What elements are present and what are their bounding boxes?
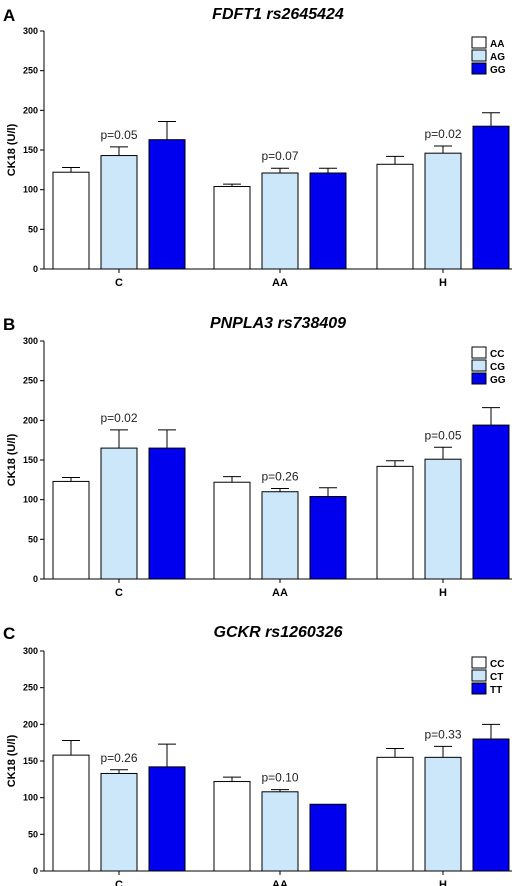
legend-swatch bbox=[471, 682, 487, 695]
bar bbox=[100, 772, 138, 872]
y-tick-label: 300 bbox=[23, 26, 38, 36]
legend-label: CC bbox=[490, 349, 504, 360]
bar bbox=[100, 447, 138, 580]
bar bbox=[309, 495, 347, 580]
bar bbox=[309, 803, 347, 872]
x-tick-label: H bbox=[439, 879, 447, 886]
y-tick-label: 250 bbox=[23, 683, 38, 693]
bar bbox=[424, 756, 462, 872]
y-tick-label: 0 bbox=[33, 574, 38, 584]
x-tick-label: AA bbox=[272, 587, 288, 599]
panel-title: PNPLA3 rs738409 bbox=[210, 315, 346, 332]
y-tick-label: 100 bbox=[23, 793, 38, 803]
y-axis-label: CK18 (U/l) bbox=[6, 123, 18, 176]
bar bbox=[148, 766, 186, 872]
y-tick-label: 0 bbox=[33, 866, 38, 876]
p-value-annotation: p=0.26 bbox=[100, 751, 137, 765]
bar bbox=[261, 491, 299, 580]
bar bbox=[148, 139, 186, 270]
bar bbox=[100, 155, 138, 270]
legend-swatch bbox=[471, 346, 487, 359]
legend-label: CG bbox=[490, 362, 505, 373]
bar bbox=[213, 481, 251, 580]
bar bbox=[52, 754, 90, 872]
p-value-annotation: p=0.05 bbox=[424, 428, 461, 442]
y-tick-label: 50 bbox=[28, 534, 38, 544]
p-value-annotation: p=0.07 bbox=[261, 149, 298, 163]
legend-label: AG bbox=[490, 52, 505, 63]
bar bbox=[213, 185, 251, 270]
y-tick-label: 250 bbox=[23, 66, 38, 76]
x-tick-label: AA bbox=[272, 879, 288, 886]
x-tick-label: H bbox=[439, 277, 447, 289]
bar bbox=[472, 125, 510, 270]
p-value-annotation: p=0.05 bbox=[100, 128, 137, 142]
bar bbox=[376, 163, 414, 270]
x-tick-label: AA bbox=[272, 277, 288, 289]
legend-label: AA bbox=[490, 39, 504, 50]
bar bbox=[213, 781, 251, 872]
p-value-annotation: p=0.26 bbox=[261, 470, 298, 484]
y-tick-label: 100 bbox=[23, 495, 38, 505]
y-tick-label: 50 bbox=[28, 829, 38, 839]
y-tick-label: 100 bbox=[23, 185, 38, 195]
legend-swatch bbox=[471, 62, 487, 75]
y-tick-label: 150 bbox=[23, 145, 38, 155]
legend-swatch bbox=[471, 49, 487, 62]
y-axis-label: CK18 (U/l) bbox=[6, 433, 18, 486]
bar bbox=[472, 738, 510, 872]
x-tick-label: C bbox=[115, 277, 123, 289]
bar bbox=[424, 458, 462, 580]
x-tick-label: C bbox=[115, 587, 123, 599]
panel-title: GCKR rs1260326 bbox=[214, 624, 343, 641]
panel-letter: B bbox=[3, 315, 15, 334]
y-tick-label: 50 bbox=[28, 224, 38, 234]
panel-title: FDFT1 rs2645424 bbox=[212, 6, 344, 23]
legend-label: CC bbox=[490, 659, 504, 670]
y-tick-label: 150 bbox=[23, 455, 38, 465]
legend-swatch bbox=[471, 372, 487, 385]
y-tick-label: 300 bbox=[23, 646, 38, 656]
bar bbox=[148, 447, 186, 580]
bar bbox=[52, 480, 90, 580]
legend-swatch bbox=[471, 359, 487, 372]
y-tick-label: 200 bbox=[23, 105, 38, 115]
bar bbox=[376, 756, 414, 872]
legend-swatch bbox=[471, 669, 487, 682]
legend-label: GG bbox=[490, 65, 506, 76]
bar bbox=[52, 171, 90, 270]
x-tick-label: H bbox=[439, 587, 447, 599]
bar bbox=[261, 172, 299, 270]
legend-label: GG bbox=[490, 375, 506, 386]
bar bbox=[424, 152, 462, 270]
y-tick-label: 0 bbox=[33, 264, 38, 274]
y-tick-label: 200 bbox=[23, 719, 38, 729]
p-value-annotation: p=0.10 bbox=[261, 771, 298, 785]
y-tick-label: 300 bbox=[23, 336, 38, 346]
p-value-annotation: p=0.33 bbox=[424, 727, 461, 741]
bar bbox=[261, 791, 299, 872]
legend-swatch bbox=[471, 36, 487, 49]
bar bbox=[472, 424, 510, 580]
y-tick-label: 150 bbox=[23, 756, 38, 766]
p-value-annotation: p=0.02 bbox=[424, 127, 461, 141]
y-tick-label: 200 bbox=[23, 415, 38, 425]
legend-label: CT bbox=[490, 672, 503, 683]
x-tick-label: C bbox=[115, 879, 123, 886]
panel-letter: A bbox=[3, 6, 15, 25]
y-tick-label: 250 bbox=[23, 376, 38, 386]
bar bbox=[376, 465, 414, 580]
panel-letter: C bbox=[3, 624, 15, 643]
y-axis-label: CK18 (U/l) bbox=[6, 734, 18, 787]
legend-swatch bbox=[471, 656, 487, 669]
bar bbox=[309, 172, 347, 270]
legend-label: TT bbox=[490, 685, 502, 696]
p-value-annotation: p=0.02 bbox=[100, 411, 137, 425]
